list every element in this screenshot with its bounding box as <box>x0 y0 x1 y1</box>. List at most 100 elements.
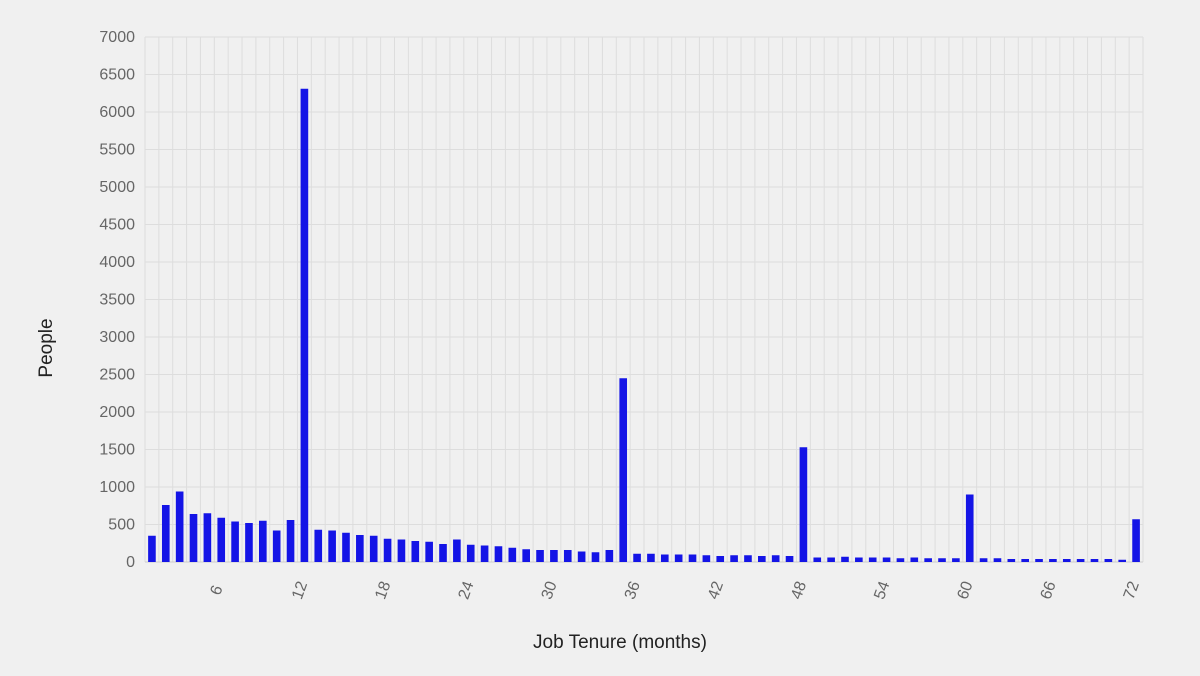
y-tick-label: 7000 <box>99 29 135 46</box>
bar-month-70 <box>1104 559 1113 562</box>
x-tick-label: 48 <box>788 579 810 602</box>
y-tick-label: 3500 <box>99 292 135 309</box>
bar-month-43 <box>730 555 738 562</box>
x-tick-label: 66 <box>1038 579 1060 602</box>
y-tick-label: 2000 <box>99 404 135 421</box>
x-tick-label: 42 <box>705 579 727 602</box>
y-tick-labels: 0 500 1000 1500 2000 2500 3000 3500 4000 4500 5000… <box>99 29 135 571</box>
bar-month-27 <box>508 547 517 562</box>
bar-month-7 <box>231 521 239 562</box>
bar-month-12 <box>300 88 309 562</box>
bar-month-47 <box>785 556 794 562</box>
y-tick-label: 1500 <box>99 442 135 459</box>
bar-month-10 <box>272 530 281 562</box>
y-tick-label: 0 <box>126 554 135 571</box>
bar-month-19 <box>397 539 406 562</box>
bar-month-23 <box>453 539 461 562</box>
bar-month-37 <box>647 553 655 562</box>
y-tick-label: 500 <box>108 517 135 534</box>
bar-month-51 <box>841 556 849 562</box>
bar-month-69 <box>1090 559 1099 562</box>
bar-month-41 <box>702 555 711 562</box>
bar-month-54 <box>882 557 891 562</box>
bar-month-6 <box>217 517 226 562</box>
bar-month-1 <box>148 535 156 562</box>
bar-month-44 <box>744 555 752 562</box>
bar-month-4 <box>189 514 198 562</box>
y-tick-label: 5500 <box>99 142 135 159</box>
bar-month-18 <box>383 538 392 562</box>
bar-month-58 <box>938 558 946 562</box>
bar-month-67 <box>1062 559 1071 562</box>
bar-month-25 <box>480 545 489 562</box>
bar-month-15 <box>342 532 350 562</box>
x-axis-label: Job Tenure (months) <box>533 632 707 653</box>
bar-month-61 <box>979 558 988 562</box>
y-tick-label: 6500 <box>99 67 135 84</box>
bar-month-16 <box>356 535 364 562</box>
x-tick-label: 72 <box>1121 579 1143 602</box>
bar-month-28 <box>522 549 530 562</box>
bar-month-64 <box>1021 559 1029 562</box>
bar-month-55 <box>896 558 905 562</box>
bar-month-13 <box>314 529 323 562</box>
bar-month-21 <box>425 541 433 562</box>
bar-month-48 <box>799 447 808 562</box>
bar-month-32 <box>577 551 586 562</box>
bar-month-53 <box>868 557 877 562</box>
bar-month-5 <box>203 513 212 562</box>
bar-month-72 <box>1132 519 1140 562</box>
bar-month-39 <box>674 554 683 562</box>
bar-month-8 <box>245 523 253 562</box>
gridlines <box>144 36 1144 563</box>
bar-month-38 <box>660 554 669 562</box>
bar-month-2 <box>161 505 170 562</box>
x-tick-label: 24 <box>455 579 477 602</box>
bar-month-14 <box>328 530 336 562</box>
bar-month-65 <box>1035 559 1043 562</box>
bar-month-9 <box>259 520 267 562</box>
y-tick-label: 6000 <box>99 104 135 121</box>
bar-month-24 <box>466 544 475 562</box>
bar-month-46 <box>771 555 780 562</box>
x-tick-labels: 6 12 18 24 30 36 42 48 54 60 66 72 <box>207 579 1142 602</box>
y-tick-label: 4500 <box>99 217 135 234</box>
y-tick-label: 4000 <box>99 254 135 271</box>
bar-month-60 <box>965 494 974 562</box>
bar-month-50 <box>827 557 835 562</box>
bar-month-31 <box>563 550 572 562</box>
x-tick-label: 18 <box>372 579 394 602</box>
bar-month-33 <box>591 552 600 562</box>
bar-month-57 <box>924 558 932 562</box>
bar-month-3 <box>175 491 184 562</box>
bar-month-68 <box>1076 559 1085 562</box>
x-tick-label: 6 <box>207 583 226 597</box>
bar-month-71 <box>1118 559 1127 562</box>
bar-month-63 <box>1007 559 1016 562</box>
y-axis-label: People <box>36 318 57 377</box>
bar-month-45 <box>758 556 766 562</box>
x-tick-label: 36 <box>622 579 644 602</box>
y-tick-label: 3000 <box>99 329 135 346</box>
bar-month-20 <box>411 541 420 562</box>
bars <box>148 88 1140 562</box>
x-tick-label: 54 <box>871 579 893 602</box>
bar-month-59 <box>952 558 960 562</box>
bar-month-36 <box>633 553 641 562</box>
bar-month-52 <box>855 557 863 562</box>
bar-month-22 <box>439 544 447 562</box>
bar-month-26 <box>494 546 503 562</box>
x-tick-label: 30 <box>539 579 561 602</box>
bar-month-42 <box>716 556 725 562</box>
bar-month-30 <box>550 550 558 562</box>
bar-month-17 <box>369 535 378 562</box>
y-tick-label: 1000 <box>99 479 135 496</box>
x-tick-label: 12 <box>289 579 311 602</box>
x-tick-label: 60 <box>954 579 976 602</box>
bar-month-66 <box>1049 559 1057 562</box>
y-tick-label: 2500 <box>99 367 135 384</box>
bar-month-49 <box>813 557 822 562</box>
bar-month-40 <box>688 554 697 562</box>
